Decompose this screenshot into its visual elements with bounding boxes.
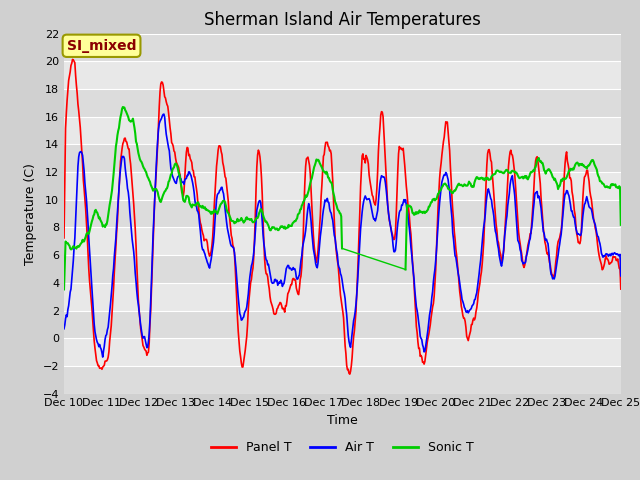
- Bar: [64, 338, 621, 366]
- Text: SI_mixed: SI_mixed: [67, 39, 136, 53]
- Bar: [64, 200, 621, 228]
- Bar: [64, 144, 621, 172]
- Title: Sherman Island Air Temperatures: Sherman Island Air Temperatures: [204, 11, 481, 29]
- Y-axis label: Temperature (C): Temperature (C): [24, 163, 37, 264]
- Bar: [64, 61, 621, 89]
- Bar: [64, 311, 621, 338]
- Bar: [64, 172, 621, 200]
- Legend: Panel T, Air T, Sonic T: Panel T, Air T, Sonic T: [206, 436, 479, 459]
- Bar: [64, 34, 621, 61]
- Bar: [64, 283, 621, 311]
- Bar: [64, 117, 621, 144]
- Bar: [64, 228, 621, 255]
- Bar: [64, 89, 621, 117]
- X-axis label: Time: Time: [327, 414, 358, 427]
- Bar: [64, 255, 621, 283]
- Bar: [64, 366, 621, 394]
